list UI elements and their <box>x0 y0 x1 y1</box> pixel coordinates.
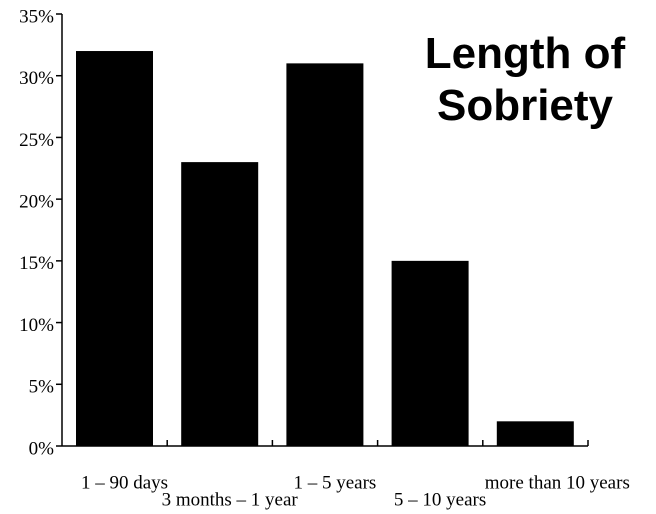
x-tick-label: 1 – 5 years <box>293 472 376 493</box>
y-tick-label: 25% <box>19 130 54 151</box>
chart-title: Length of Sobriety <box>424 29 626 130</box>
bar <box>286 63 364 446</box>
x-tick-label: more than 10 years <box>485 472 630 493</box>
x-tick-label: 5 – 10 years <box>394 489 486 510</box>
bar <box>496 421 574 446</box>
bar <box>181 162 259 446</box>
y-tick-label: 5% <box>29 377 55 398</box>
y-tick-label: 0% <box>29 438 55 459</box>
bar <box>391 260 469 446</box>
y-tick-label: 30% <box>19 68 54 89</box>
y-tick-label: 20% <box>19 192 54 213</box>
x-tick-label: 1 – 90 days <box>81 472 168 493</box>
y-tick-label: 10% <box>19 315 54 336</box>
y-tick-label: 35% <box>19 6 54 27</box>
y-tick-label: 15% <box>19 253 54 274</box>
bar <box>76 51 153 447</box>
x-tick-label: 3 months – 1 year <box>162 489 299 510</box>
